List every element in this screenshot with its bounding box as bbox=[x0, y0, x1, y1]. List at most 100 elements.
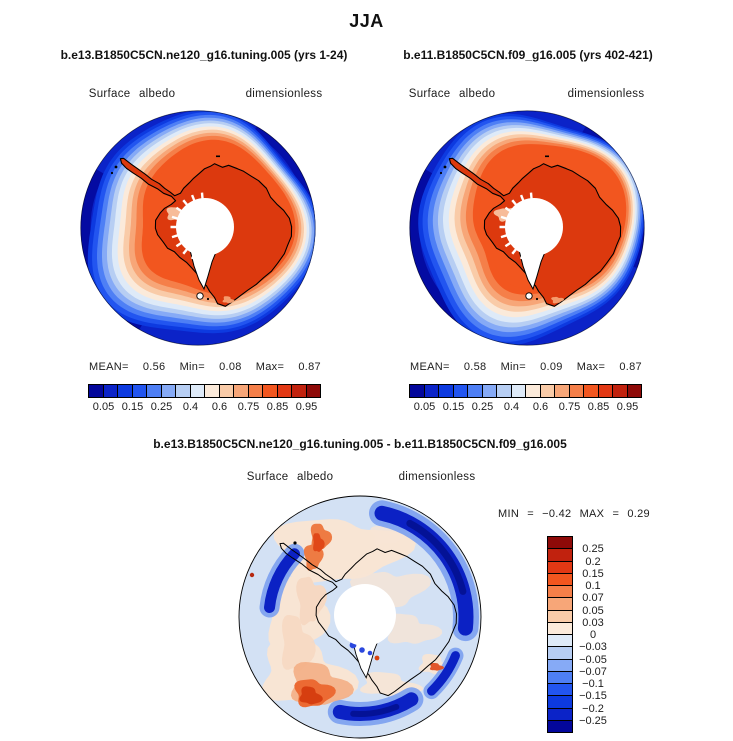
max-label: MAX bbox=[579, 508, 605, 520]
colorbar-segment bbox=[88, 384, 104, 398]
colorbar-segment bbox=[547, 585, 573, 599]
colorbar-segment bbox=[189, 384, 205, 398]
colorbar-segment bbox=[612, 384, 628, 398]
min-label: Min= bbox=[500, 361, 526, 373]
diff-units-label: dimensionless bbox=[398, 471, 476, 483]
colorbar-tick-label: 0.85 bbox=[266, 401, 289, 413]
colorbar-segment bbox=[547, 621, 573, 635]
mean-label: MEAN= bbox=[89, 361, 129, 373]
colorbar-segment bbox=[547, 572, 573, 586]
colorbar-tick-label: −0.25 bbox=[579, 714, 607, 727]
mean-label: MEAN= bbox=[410, 361, 450, 373]
left-units-label: dimensionless bbox=[245, 88, 323, 100]
min-value: 0.09 bbox=[540, 361, 563, 373]
mean-value: 0.56 bbox=[142, 361, 166, 373]
colorbar-tick-label: 0.05 bbox=[582, 604, 604, 617]
colorbar-segment bbox=[102, 384, 118, 398]
colorbar-tick-label: 0.25 bbox=[471, 401, 494, 413]
subtitle-left-case: b.e13.B1850C5CN.ne120_g16.tuning.005 (yr… bbox=[60, 48, 348, 62]
colorbar-segment bbox=[597, 384, 613, 398]
colorbar-tick-label: 0.1 bbox=[585, 580, 601, 592]
colorbar-tick-label: 0.95 bbox=[295, 401, 318, 413]
stats-right: MEAN= 0.58 Min= 0.09 Max= 0.87 bbox=[410, 361, 642, 373]
colorbar-segment bbox=[525, 384, 541, 398]
stats-diff: MIN = −0.42 MAX = 0.29 bbox=[498, 508, 650, 520]
colorbar-segment bbox=[117, 384, 133, 398]
equals-sign: = bbox=[527, 508, 534, 520]
colorbar-segment bbox=[547, 548, 573, 562]
colorbar-segment bbox=[131, 384, 147, 398]
colorbar-tick-label: 0.25 bbox=[582, 543, 604, 556]
colorbar-segment bbox=[568, 384, 584, 398]
colorbar-tick-label: −0.2 bbox=[582, 702, 604, 715]
colorbar-segment bbox=[262, 384, 278, 398]
colorbar-segment bbox=[218, 384, 234, 398]
colorbar-segment bbox=[547, 560, 573, 574]
colorbar-segment bbox=[496, 384, 512, 398]
colorbar-segment bbox=[467, 384, 483, 398]
colorbar-tick-label: 0.75 bbox=[237, 401, 260, 413]
albedo-map-left bbox=[80, 110, 316, 346]
colorbar-segment bbox=[583, 384, 599, 398]
colorbar-segment bbox=[547, 683, 573, 697]
diff-variable-label: Surface albedo bbox=[246, 471, 334, 483]
colorbar-segment bbox=[452, 384, 468, 398]
colorbar-segment bbox=[247, 384, 263, 398]
stats-left: MEAN= 0.56 Min= 0.08 Max= 0.87 bbox=[89, 361, 321, 373]
mean-value: 0.58 bbox=[463, 361, 487, 373]
colorbar-tick-label: 0 bbox=[589, 629, 597, 641]
min-value: 0.08 bbox=[219, 361, 242, 373]
colorbar-segment bbox=[547, 536, 573, 550]
colorbar-tick-label: 0.15 bbox=[582, 567, 604, 580]
colorbar-tick-label: 0.75 bbox=[558, 401, 581, 413]
colorbar-segment bbox=[481, 384, 497, 398]
colorbar-segment bbox=[547, 609, 573, 623]
max-value: 0.87 bbox=[298, 361, 321, 373]
colorbar-tick-label: −0.1 bbox=[582, 678, 604, 690]
colorbar-left bbox=[88, 384, 321, 398]
colorbar-segment bbox=[160, 384, 176, 398]
colorbar-segment bbox=[276, 384, 292, 398]
subtitle-difference: b.e13.B1850C5CN.ne120_g16.tuning.005 - b… bbox=[153, 437, 567, 451]
colorbar-segment bbox=[175, 384, 191, 398]
min-value: −0.42 bbox=[542, 508, 572, 520]
colorbar-segment bbox=[547, 670, 573, 684]
colorbar-tick-label: 0.05 bbox=[413, 401, 436, 413]
colorbar-tick-label: 0.25 bbox=[150, 401, 173, 413]
colorbar-tick-label: 0.15 bbox=[121, 401, 144, 413]
colorbar-segment bbox=[409, 384, 425, 398]
max-value: 0.87 bbox=[619, 361, 642, 373]
colorbar-right bbox=[409, 384, 642, 398]
left-variable-label: Surface albedo bbox=[88, 88, 176, 100]
colorbar-segment bbox=[547, 634, 573, 648]
colorbar-segment bbox=[547, 597, 573, 611]
albedo-map-right bbox=[409, 110, 645, 346]
colorbar-segment bbox=[626, 384, 642, 398]
colorbar-tick-label: 0.03 bbox=[582, 616, 604, 629]
colorbar-segment bbox=[438, 384, 454, 398]
max-value: 0.29 bbox=[627, 508, 650, 520]
equals-sign: = bbox=[612, 508, 620, 520]
subtitle-right-case: b.e11.B1850C5CN.f09_g16.005 (yrs 402-421… bbox=[403, 48, 653, 62]
colorbar-segment bbox=[305, 384, 321, 398]
difference-map bbox=[238, 495, 482, 739]
colorbar-difference bbox=[547, 536, 573, 733]
colorbar-segment bbox=[204, 384, 220, 398]
colorbar-tick-label: 0.2 bbox=[585, 555, 601, 568]
colorbar-tick-label: 0.6 bbox=[532, 401, 549, 413]
colorbar-tick-label: −0.07 bbox=[579, 665, 607, 678]
colorbar-tick-label: −0.15 bbox=[579, 690, 607, 703]
colorbar-segment bbox=[547, 707, 573, 721]
colorbar-tick-label: 0.07 bbox=[582, 592, 604, 605]
colorbar-tick-label: 0.15 bbox=[442, 401, 465, 413]
colorbar-segment bbox=[547, 658, 573, 672]
colorbar-segment bbox=[146, 384, 162, 398]
figure-title: JJA bbox=[349, 11, 384, 31]
colorbar-ticks-left: 0.05 0.15 0.25 0.4 0.6 0.75 0.85 0.95 bbox=[89, 401, 321, 413]
colorbar-segment bbox=[547, 719, 573, 733]
colorbar-segment bbox=[510, 384, 526, 398]
colorbar-segment bbox=[539, 384, 555, 398]
right-units-label: dimensionless bbox=[567, 88, 645, 100]
colorbar-tick-label: 0.85 bbox=[587, 401, 610, 413]
